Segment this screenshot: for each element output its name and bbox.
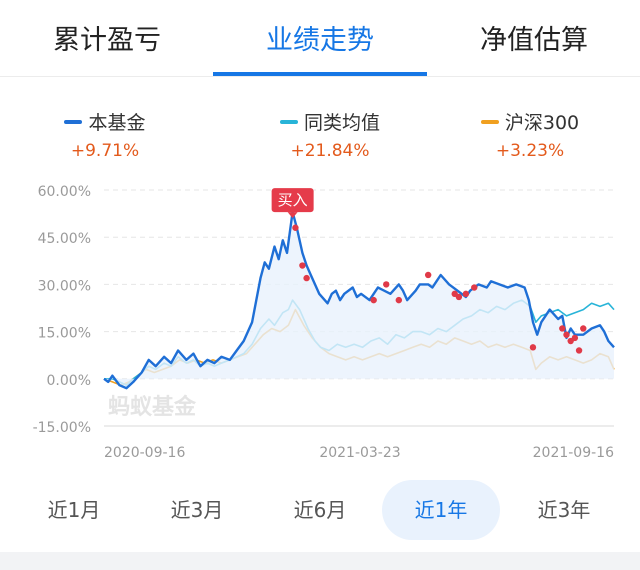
period-3-months[interactable]: 近3月 — [170, 498, 224, 522]
trade-point — [563, 331, 570, 338]
y-tick-label: -15.00% — [33, 420, 91, 436]
trade-point — [383, 281, 390, 288]
buy-marker-badge — [271, 188, 314, 213]
tab-nav-estimate[interactable]: 净值估算 — [480, 25, 588, 56]
period-1-month[interactable]: 近1月 — [47, 498, 101, 522]
series-line-fund — [103, 210, 615, 390]
period-3-years[interactable]: 近3年 — [537, 498, 591, 522]
trade-point — [559, 325, 566, 332]
y-tick-label: 60.00% — [38, 184, 91, 200]
period-1-year[interactable]: 近1年 — [382, 480, 500, 540]
x-tick-label: 2020-09-16 — [104, 445, 185, 461]
trade-point — [299, 262, 306, 269]
legend-swatch-csi300 — [480, 119, 499, 124]
performance-line-chart: 60.00% 45.00% 30.00% 15.00% 0.00% -15.00% 2020… — [33, 184, 615, 461]
period-selector: 近1月 近3月 近6月 近1年 近3年 — [0, 480, 640, 542]
watermark: 蚂蚁基金 — [108, 394, 197, 420]
x-tick-label: 2021-03-23 — [319, 445, 400, 461]
y-tick-label: 30.00% — [38, 278, 91, 294]
series-area-fund — [104, 212, 614, 389]
trade-point — [529, 344, 537, 351]
legend-swatch-peer-average — [279, 119, 298, 124]
trade-point — [471, 284, 478, 291]
trade-point — [462, 290, 470, 298]
trade-point — [575, 347, 583, 354]
trade-point — [292, 224, 299, 231]
legend-item-csi300: 沪深300 +3.23% — [430, 108, 630, 161]
legend-return-csi300: +3.23% — [495, 141, 565, 161]
active-tab-indicator — [213, 72, 427, 76]
buy-marker-label: 买入 — [278, 191, 308, 209]
trade-point — [580, 325, 587, 332]
period-6-months[interactable]: 近6月 — [293, 498, 347, 522]
tab-cumulative-pnl[interactable]: 累计盈亏 — [53, 25, 161, 56]
y-tick-label: 15.00% — [38, 326, 91, 342]
buy-marker-pointer — [287, 212, 298, 219]
bottom-separator — [0, 552, 640, 570]
legend-return-peer-average: +21.84% — [290, 141, 370, 161]
legend-item-fund: 本基金 +9.71% — [5, 108, 205, 161]
legend-name-fund: 本基金 — [88, 112, 146, 134]
trade-point — [571, 334, 579, 342]
legend-swatch-fund — [64, 119, 83, 124]
trade-point — [395, 296, 403, 304]
trade-point — [424, 271, 432, 279]
tab-performance-trend[interactable]: 业绩走势 — [266, 25, 374, 56]
trade-point — [303, 274, 310, 282]
trade-point — [370, 296, 377, 304]
legend-item-peer-average: 同类均值 +21.84% — [230, 108, 430, 161]
x-tick-label: 2021-09-16 — [533, 445, 614, 461]
legend-return-fund: +9.71% — [70, 141, 140, 161]
trade-point — [455, 293, 463, 301]
top-tab-bar: 累计盈亏 业绩走势 净值估算 — [0, 0, 640, 77]
legend-name-peer-average: 同类均值 — [303, 112, 380, 134]
legend-name-csi300: 沪深300 — [504, 112, 580, 134]
y-tick-label: 45.00% — [38, 231, 91, 247]
y-tick-label: 0.00% — [47, 373, 91, 389]
